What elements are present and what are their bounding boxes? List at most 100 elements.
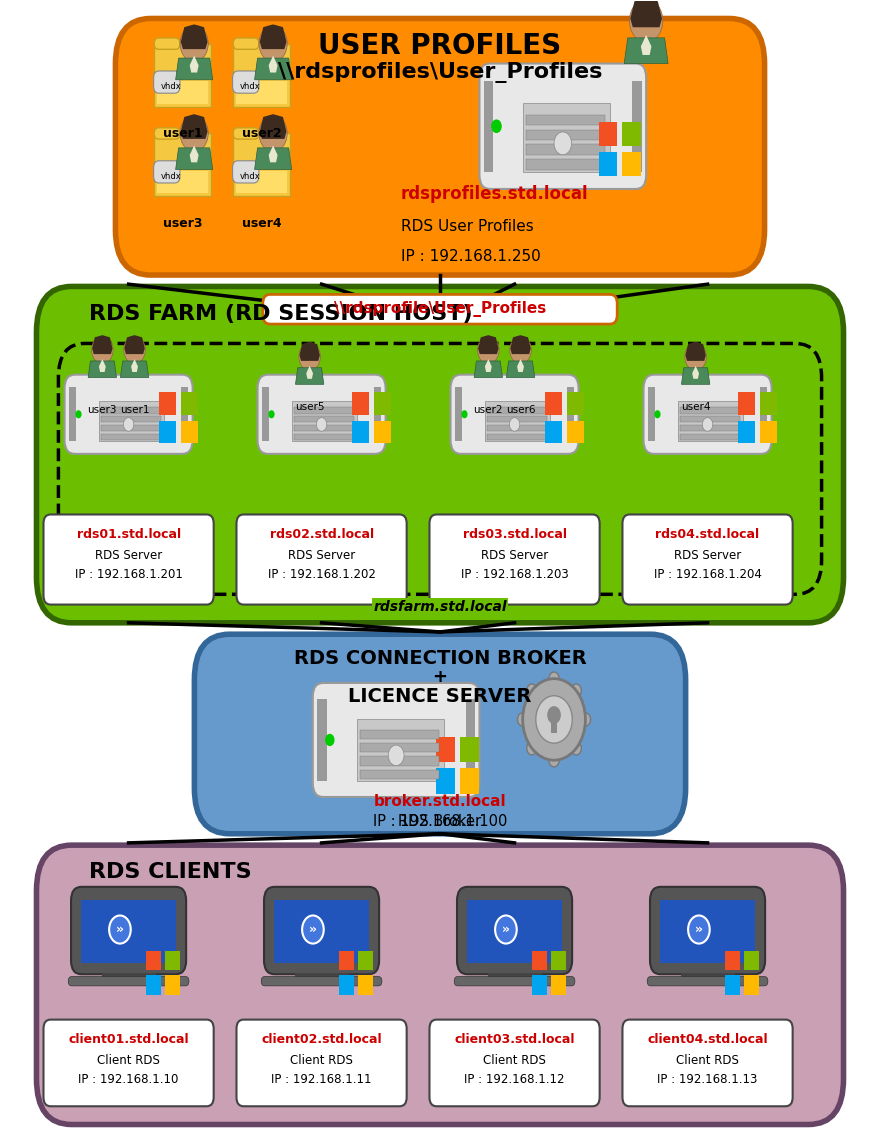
Bar <box>69 387 76 441</box>
FancyBboxPatch shape <box>237 514 407 605</box>
Circle shape <box>549 753 559 767</box>
Text: RDS Server: RDS Server <box>674 549 741 561</box>
Bar <box>436 768 455 793</box>
Text: RDS CLIENTS: RDS CLIENTS <box>89 862 252 882</box>
Polygon shape <box>485 359 492 371</box>
Bar <box>122 965 135 975</box>
Polygon shape <box>99 359 106 371</box>
Text: user4: user4 <box>242 217 282 230</box>
FancyBboxPatch shape <box>485 401 550 441</box>
Bar <box>165 975 180 994</box>
Text: rdsprofiles.std.local: rdsprofiles.std.local <box>401 185 589 203</box>
Bar <box>339 975 354 994</box>
Circle shape <box>461 410 467 418</box>
FancyBboxPatch shape <box>233 128 259 139</box>
FancyBboxPatch shape <box>43 514 214 605</box>
Polygon shape <box>478 335 499 354</box>
Text: RDS Server: RDS Server <box>481 549 548 561</box>
Text: rdsfarm.std.local: rdsfarm.std.local <box>373 600 507 614</box>
Bar <box>744 975 759 994</box>
Bar <box>360 743 439 752</box>
FancyBboxPatch shape <box>154 71 180 94</box>
Bar <box>374 387 381 441</box>
Bar <box>526 144 605 154</box>
Bar <box>358 975 373 994</box>
Text: vhdx: vhdx <box>240 82 260 91</box>
FancyBboxPatch shape <box>356 719 444 781</box>
Bar <box>725 975 740 994</box>
Polygon shape <box>180 114 208 139</box>
Text: Client RDS: Client RDS <box>483 1054 546 1066</box>
Polygon shape <box>260 24 287 49</box>
Text: client01.std.local: client01.std.local <box>69 1033 189 1046</box>
Text: vhdx: vhdx <box>161 82 182 91</box>
Circle shape <box>180 25 209 62</box>
Text: RDS CONNECTION BROKER: RDS CONNECTION BROKER <box>294 649 586 668</box>
Circle shape <box>510 417 520 431</box>
Bar <box>622 121 641 146</box>
Bar <box>567 421 584 442</box>
Bar <box>159 421 176 442</box>
FancyBboxPatch shape <box>158 81 209 104</box>
Polygon shape <box>92 335 113 354</box>
Bar <box>294 416 354 423</box>
Circle shape <box>299 343 320 370</box>
Circle shape <box>523 679 585 760</box>
Bar <box>508 965 521 975</box>
Text: \\rdsprofiles\User_Profiles: \\rdsprofiles\User_Profiles <box>278 62 602 82</box>
Polygon shape <box>681 368 710 384</box>
Bar <box>546 421 562 442</box>
Text: user2: user2 <box>242 127 282 141</box>
Text: \\rdsprofile\User_Profiles: \\rdsprofile\User_Profiles <box>334 302 546 318</box>
Bar <box>159 392 176 415</box>
FancyBboxPatch shape <box>274 901 369 962</box>
Polygon shape <box>88 361 116 377</box>
Bar <box>680 425 740 431</box>
Bar <box>358 951 373 970</box>
FancyBboxPatch shape <box>69 976 189 986</box>
FancyBboxPatch shape <box>154 43 211 106</box>
Bar <box>294 425 354 431</box>
Circle shape <box>388 745 404 766</box>
Text: »: » <box>309 924 317 936</box>
FancyBboxPatch shape <box>36 845 844 1125</box>
Text: IP : 192.168.1.204: IP : 192.168.1.204 <box>654 568 761 581</box>
FancyBboxPatch shape <box>264 887 379 974</box>
Polygon shape <box>131 359 138 371</box>
FancyBboxPatch shape <box>154 161 180 183</box>
FancyBboxPatch shape <box>64 375 193 454</box>
Circle shape <box>491 119 502 133</box>
Bar <box>551 951 566 970</box>
Text: IP : 192.168.1.11: IP : 192.168.1.11 <box>271 1073 372 1086</box>
Bar <box>488 407 546 414</box>
FancyBboxPatch shape <box>154 134 211 197</box>
Bar <box>360 757 439 766</box>
FancyBboxPatch shape <box>524 103 610 171</box>
Polygon shape <box>474 361 502 377</box>
Bar <box>567 392 584 415</box>
Text: client02.std.local: client02.std.local <box>261 1033 382 1046</box>
Polygon shape <box>630 0 662 27</box>
FancyBboxPatch shape <box>429 514 599 605</box>
Text: »: » <box>116 924 124 936</box>
Bar <box>317 698 326 781</box>
Text: rds03.std.local: rds03.std.local <box>463 528 567 541</box>
Bar <box>146 975 161 994</box>
Bar <box>551 975 566 994</box>
FancyBboxPatch shape <box>233 134 290 197</box>
Polygon shape <box>686 342 706 361</box>
Text: IP : 192.168.1.13: IP : 192.168.1.13 <box>657 1073 758 1086</box>
Circle shape <box>571 684 582 697</box>
Bar <box>551 719 557 733</box>
Polygon shape <box>190 145 199 162</box>
Circle shape <box>685 343 707 370</box>
FancyBboxPatch shape <box>194 634 686 833</box>
FancyBboxPatch shape <box>232 71 259 94</box>
Bar <box>622 152 641 176</box>
Text: client04.std.local: client04.std.local <box>648 1033 768 1046</box>
Text: »: » <box>502 924 510 936</box>
Text: user3: user3 <box>88 406 117 415</box>
Polygon shape <box>176 58 213 80</box>
Text: vhdx: vhdx <box>240 171 260 181</box>
Bar <box>460 768 480 793</box>
